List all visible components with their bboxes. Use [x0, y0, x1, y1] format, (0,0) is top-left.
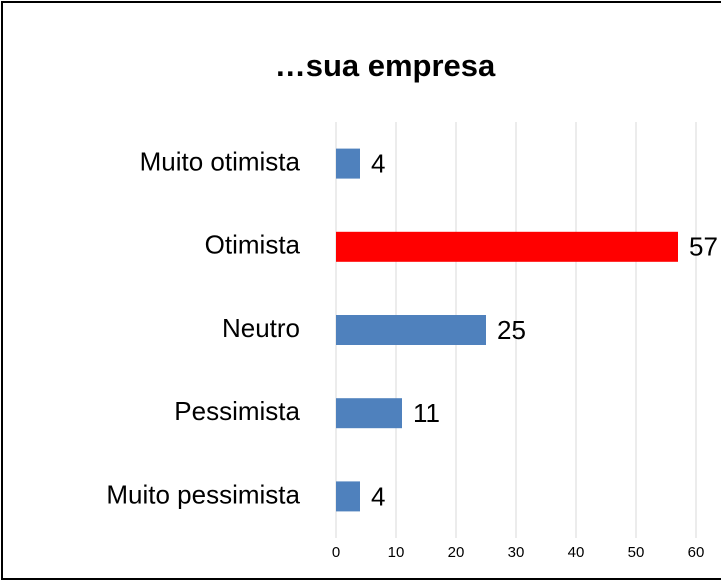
x-tick-label: 60 — [688, 544, 705, 561]
y-tick-label: Pessimista — [174, 396, 300, 426]
x-tick-label: 40 — [568, 544, 585, 561]
y-tick-label: Muito pessimista — [106, 479, 300, 509]
data-label: 4 — [371, 481, 385, 511]
y-tick-label: Muito otimista — [140, 146, 301, 176]
x-tick-label: 30 — [508, 544, 525, 561]
data-label: 11 — [413, 398, 440, 428]
x-tick-label: 10 — [388, 544, 405, 561]
bar — [336, 398, 402, 429]
bar — [336, 315, 486, 345]
data-label: 4 — [371, 148, 385, 178]
data-label: 57 — [689, 232, 718, 262]
y-tick-label: Neutro — [222, 313, 300, 343]
x-tick-label: 20 — [448, 544, 465, 561]
chart-title: …sua empresa — [275, 48, 496, 83]
x-tick-label: 0 — [332, 544, 340, 561]
y-tick-label: Otimista — [205, 230, 301, 260]
data-label: 25 — [497, 315, 526, 345]
x-tick-label: 50 — [628, 544, 645, 561]
bar — [336, 148, 360, 179]
bar — [336, 231, 678, 262]
bar — [336, 481, 360, 512]
